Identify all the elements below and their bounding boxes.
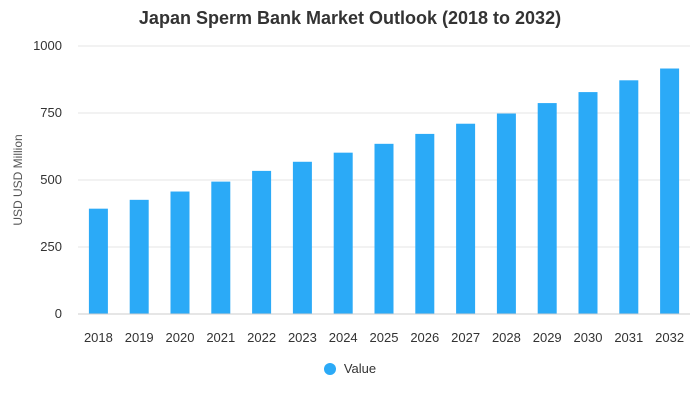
- x-tick-label: 2030: [574, 330, 603, 345]
- bar[interactable]: 2022: 534: [252, 170, 272, 314]
- x-tick-label: 2029: [533, 330, 562, 345]
- x-tick-label: 2018: [84, 330, 113, 345]
- x-tick-label: 2025: [370, 330, 399, 345]
- x-tick-label: 2031: [614, 330, 643, 345]
- bar[interactable]: 2030: 828: [578, 92, 598, 314]
- bar[interactable]: 2032: 916: [660, 68, 680, 315]
- x-tick-label: 2019: [125, 330, 154, 345]
- bar[interactable]: 2029: 787: [537, 103, 557, 314]
- x-tick-label: 2028: [492, 330, 521, 345]
- x-tick-label: 2026: [410, 330, 439, 345]
- x-tick-label: 2021: [206, 330, 235, 345]
- x-tick-label: 2022: [247, 330, 276, 345]
- y-tick-label: 500: [40, 172, 62, 187]
- chart-title: Japan Sperm Bank Market Outlook (2018 to…: [138, 8, 562, 28]
- bar[interactable]: 2026: 672: [415, 133, 435, 314]
- y-tick-label: 0: [55, 306, 62, 321]
- bar[interactable]: 2024: 602: [333, 152, 353, 314]
- bar[interactable]: 2018: 393: [88, 208, 108, 314]
- x-tick-label: 2023: [288, 330, 317, 345]
- x-tick-label: 2032: [655, 330, 684, 345]
- bar[interactable]: 2025: 635: [374, 143, 394, 314]
- x-tick-label: 2027: [451, 330, 480, 345]
- bar[interactable]: 2031: 872: [619, 80, 639, 314]
- x-tick-label: 2024: [329, 330, 358, 345]
- legend-label: Value: [343, 361, 377, 376]
- legend-marker-icon: [323, 362, 336, 375]
- y-tick-label: 750: [40, 105, 62, 120]
- bar[interactable]: 2028: 748: [496, 113, 516, 314]
- bar[interactable]: 2019: 426: [129, 199, 149, 314]
- bar[interactable]: 2023: 568: [292, 161, 312, 314]
- bar[interactable]: 2027: 710: [456, 123, 476, 314]
- x-tick-label: 2020: [166, 330, 195, 345]
- y-axis-label: USD USD Million: [11, 134, 25, 225]
- bar[interactable]: 2021: 494: [211, 181, 231, 314]
- y-tick-label: 1000: [33, 38, 62, 53]
- bar[interactable]: 2020: 457: [170, 191, 190, 314]
- legend[interactable]: Value: [0, 361, 700, 376]
- y-tick-label: 250: [40, 239, 62, 254]
